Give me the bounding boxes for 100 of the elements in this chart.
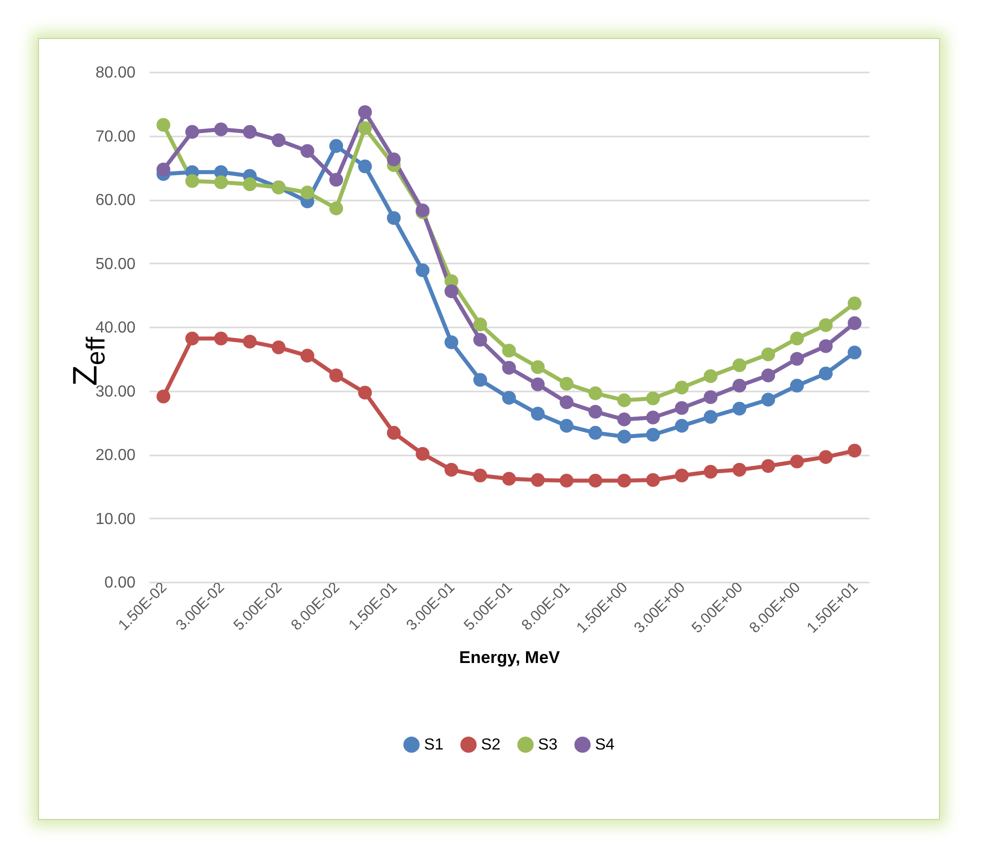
point <box>588 386 602 400</box>
point <box>416 446 430 461</box>
point <box>704 369 718 383</box>
point <box>588 404 602 419</box>
point <box>732 402 746 416</box>
point <box>300 144 314 158</box>
point <box>329 172 344 187</box>
point <box>242 125 257 139</box>
point <box>358 105 372 120</box>
point <box>473 373 488 387</box>
point <box>617 430 632 444</box>
point <box>761 368 776 382</box>
point <box>790 454 804 468</box>
point <box>242 177 257 192</box>
y-tick-label: 40.00 <box>95 320 136 336</box>
point <box>704 410 718 424</box>
point <box>674 468 689 482</box>
point <box>502 344 516 358</box>
point <box>761 392 776 407</box>
point <box>530 473 545 487</box>
point <box>502 472 516 486</box>
point <box>674 401 689 415</box>
point <box>646 473 660 487</box>
point <box>185 125 200 139</box>
point <box>214 175 228 190</box>
point <box>473 332 488 347</box>
point <box>530 360 545 374</box>
point <box>444 462 458 477</box>
point <box>646 392 660 406</box>
point <box>790 352 804 366</box>
point <box>386 426 401 440</box>
point <box>242 334 257 349</box>
point <box>818 450 833 464</box>
point <box>560 376 574 391</box>
point <box>300 186 314 200</box>
point <box>732 358 746 372</box>
point <box>704 464 718 479</box>
point <box>358 121 372 135</box>
point <box>156 390 170 404</box>
x-axis-title: Energy, MeV <box>459 648 561 667</box>
point <box>617 393 632 408</box>
y-tick-label: 80.00 <box>95 64 136 82</box>
point <box>214 332 228 346</box>
point <box>674 380 689 394</box>
point <box>818 366 833 380</box>
point <box>185 332 200 346</box>
point <box>358 386 372 400</box>
point <box>473 468 488 482</box>
point <box>329 368 344 382</box>
point <box>761 459 776 473</box>
point <box>358 159 372 174</box>
point <box>790 378 804 393</box>
y-tick-label: 30.00 <box>95 383 136 400</box>
point <box>732 378 746 393</box>
point <box>848 444 862 458</box>
point <box>329 202 344 216</box>
point <box>818 339 833 354</box>
point <box>617 412 632 426</box>
point <box>790 332 804 346</box>
point <box>732 462 746 477</box>
point <box>272 133 286 148</box>
point <box>416 263 430 278</box>
point <box>214 122 228 136</box>
point <box>617 474 632 488</box>
point <box>185 174 200 188</box>
point <box>761 348 776 362</box>
point <box>704 390 718 404</box>
legend-label: S1 <box>424 736 444 754</box>
point <box>473 318 488 332</box>
point <box>848 346 862 360</box>
point <box>560 474 574 488</box>
point <box>386 211 401 225</box>
point <box>818 318 833 332</box>
y-tick-label: 60.00 <box>95 192 136 209</box>
point <box>329 139 344 153</box>
point <box>156 118 170 132</box>
legend-label: S3 <box>538 736 558 754</box>
point <box>530 377 545 392</box>
point <box>560 395 574 410</box>
legend-label: S4 <box>595 736 615 754</box>
point <box>560 418 574 433</box>
point <box>530 406 545 421</box>
point <box>272 340 286 354</box>
point <box>444 335 458 350</box>
point <box>502 390 516 405</box>
point <box>156 162 170 176</box>
point <box>444 284 458 298</box>
y-tick-label: 10.00 <box>95 510 136 528</box>
y-tick-label: 50.00 <box>95 256 136 273</box>
point <box>300 348 314 363</box>
y-tick-label: 70.00 <box>95 128 136 146</box>
point <box>646 428 660 442</box>
point <box>588 474 602 488</box>
point <box>646 410 660 424</box>
point <box>848 296 862 310</box>
y-tick-label: 20.00 <box>95 447 136 464</box>
point <box>386 152 401 166</box>
point <box>502 360 516 375</box>
point <box>848 316 862 330</box>
legend-label: S2 <box>481 736 501 754</box>
